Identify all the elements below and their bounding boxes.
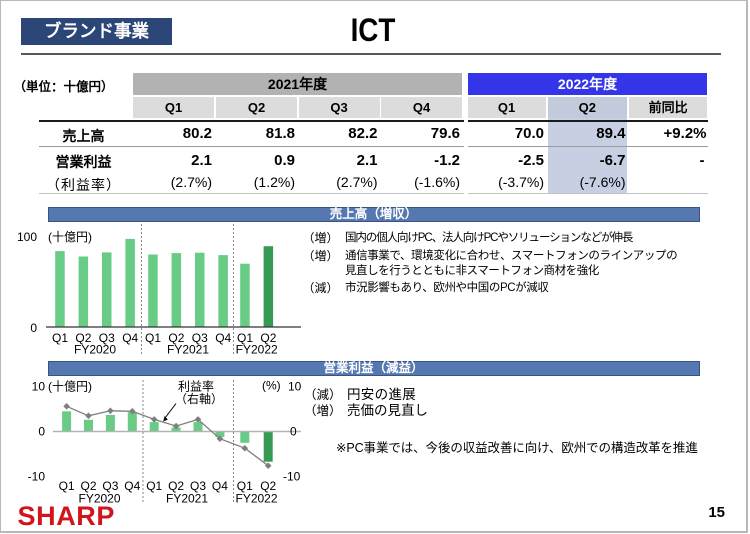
svg-text:0: 0 [290,425,297,439]
svg-text:FY2020: FY2020 [78,492,120,506]
svg-text:100: 100 [17,230,37,244]
svg-text:Q3: Q3 [192,331,208,345]
svg-text:-10: -10 [28,470,46,484]
svg-text:Q2: Q2 [260,331,276,345]
svg-text:Q1: Q1 [59,479,75,493]
svg-text:Q3: Q3 [102,479,118,493]
svg-text:Q4: Q4 [215,331,231,345]
svg-text:Q4: Q4 [212,479,228,493]
svg-text:FY2021: FY2021 [167,343,209,357]
svg-text:Q1: Q1 [52,331,68,345]
svg-text:FY2021: FY2021 [166,492,208,506]
svg-text:Q2: Q2 [80,479,96,493]
svg-text:(%): (%) [262,379,281,393]
svg-text:Q3: Q3 [190,479,206,493]
svg-text:10: 10 [32,380,46,394]
svg-text:（右軸）: （右軸） [175,391,223,406]
svg-text:Q2: Q2 [168,479,184,493]
svg-text:Q1: Q1 [237,331,253,345]
svg-text:Q1: Q1 [145,331,161,345]
svg-text:Q4: Q4 [124,479,140,493]
svg-text:利益率: 利益率 [178,379,214,394]
svg-text:10: 10 [288,380,302,394]
svg-text:FY2022: FY2022 [235,492,277,506]
svg-text:(十億円): (十億円) [48,230,92,244]
svg-text:Q2: Q2 [260,479,276,493]
svg-text:(十億円): (十億円) [48,380,92,394]
svg-text:Q1: Q1 [237,479,253,493]
svg-text:Q1: Q1 [146,479,162,493]
svg-text:Q3: Q3 [99,331,115,345]
svg-text:0: 0 [38,425,45,439]
svg-text:0: 0 [30,321,37,335]
svg-text:Q4: Q4 [122,331,138,345]
svg-text:-10: -10 [283,470,301,484]
svg-text:FY2022: FY2022 [236,343,278,357]
svg-text:Q2: Q2 [168,331,184,345]
svg-text:FY2020: FY2020 [74,343,116,357]
svg-text:Q2: Q2 [75,331,91,345]
